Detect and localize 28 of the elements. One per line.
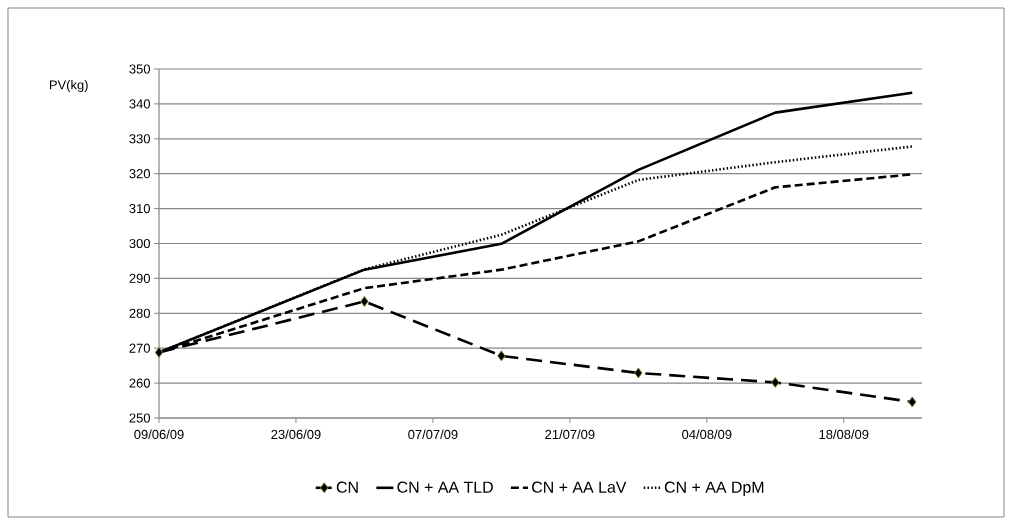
y-tick-label: 270: [129, 343, 150, 353]
legend-label: CN + AA TLD: [397, 481, 493, 493]
y-tick-label: 250: [129, 413, 150, 423]
point: [771, 376, 780, 388]
point: [360, 295, 369, 307]
point: [154, 346, 164, 358]
y-tick-label: 350: [129, 64, 150, 74]
y-tick-label: 320: [129, 169, 150, 179]
x-tick-label: 04/08/09: [682, 429, 732, 440]
y-tick-label: 290: [129, 273, 150, 283]
x-tick-label: 07/07/09: [408, 429, 458, 440]
legend-label: CN + AA LaV: [532, 481, 627, 493]
x-tick-label: 18/08/09: [819, 429, 869, 440]
y-tick-label: 330: [129, 134, 150, 144]
legend-label: CN: [336, 481, 358, 493]
y-tick-label: 340: [129, 99, 150, 109]
y-axis-title: PV(kg): [49, 79, 88, 93]
x-tick-label: 09/06/09: [134, 429, 184, 440]
y-tick-label: 300: [129, 238, 150, 249]
point: [907, 396, 917, 408]
y-tick-label: 280: [129, 308, 150, 318]
y-tick-label: 260: [129, 378, 150, 388]
x-tick-label: 21/07/09: [545, 429, 595, 440]
x-tick-label: 23/06/09: [271, 429, 321, 440]
point: [497, 350, 506, 362]
point: [634, 367, 643, 379]
y-tick-label: 310: [129, 204, 150, 214]
legend-label: CN + AA DpM: [664, 481, 764, 496]
